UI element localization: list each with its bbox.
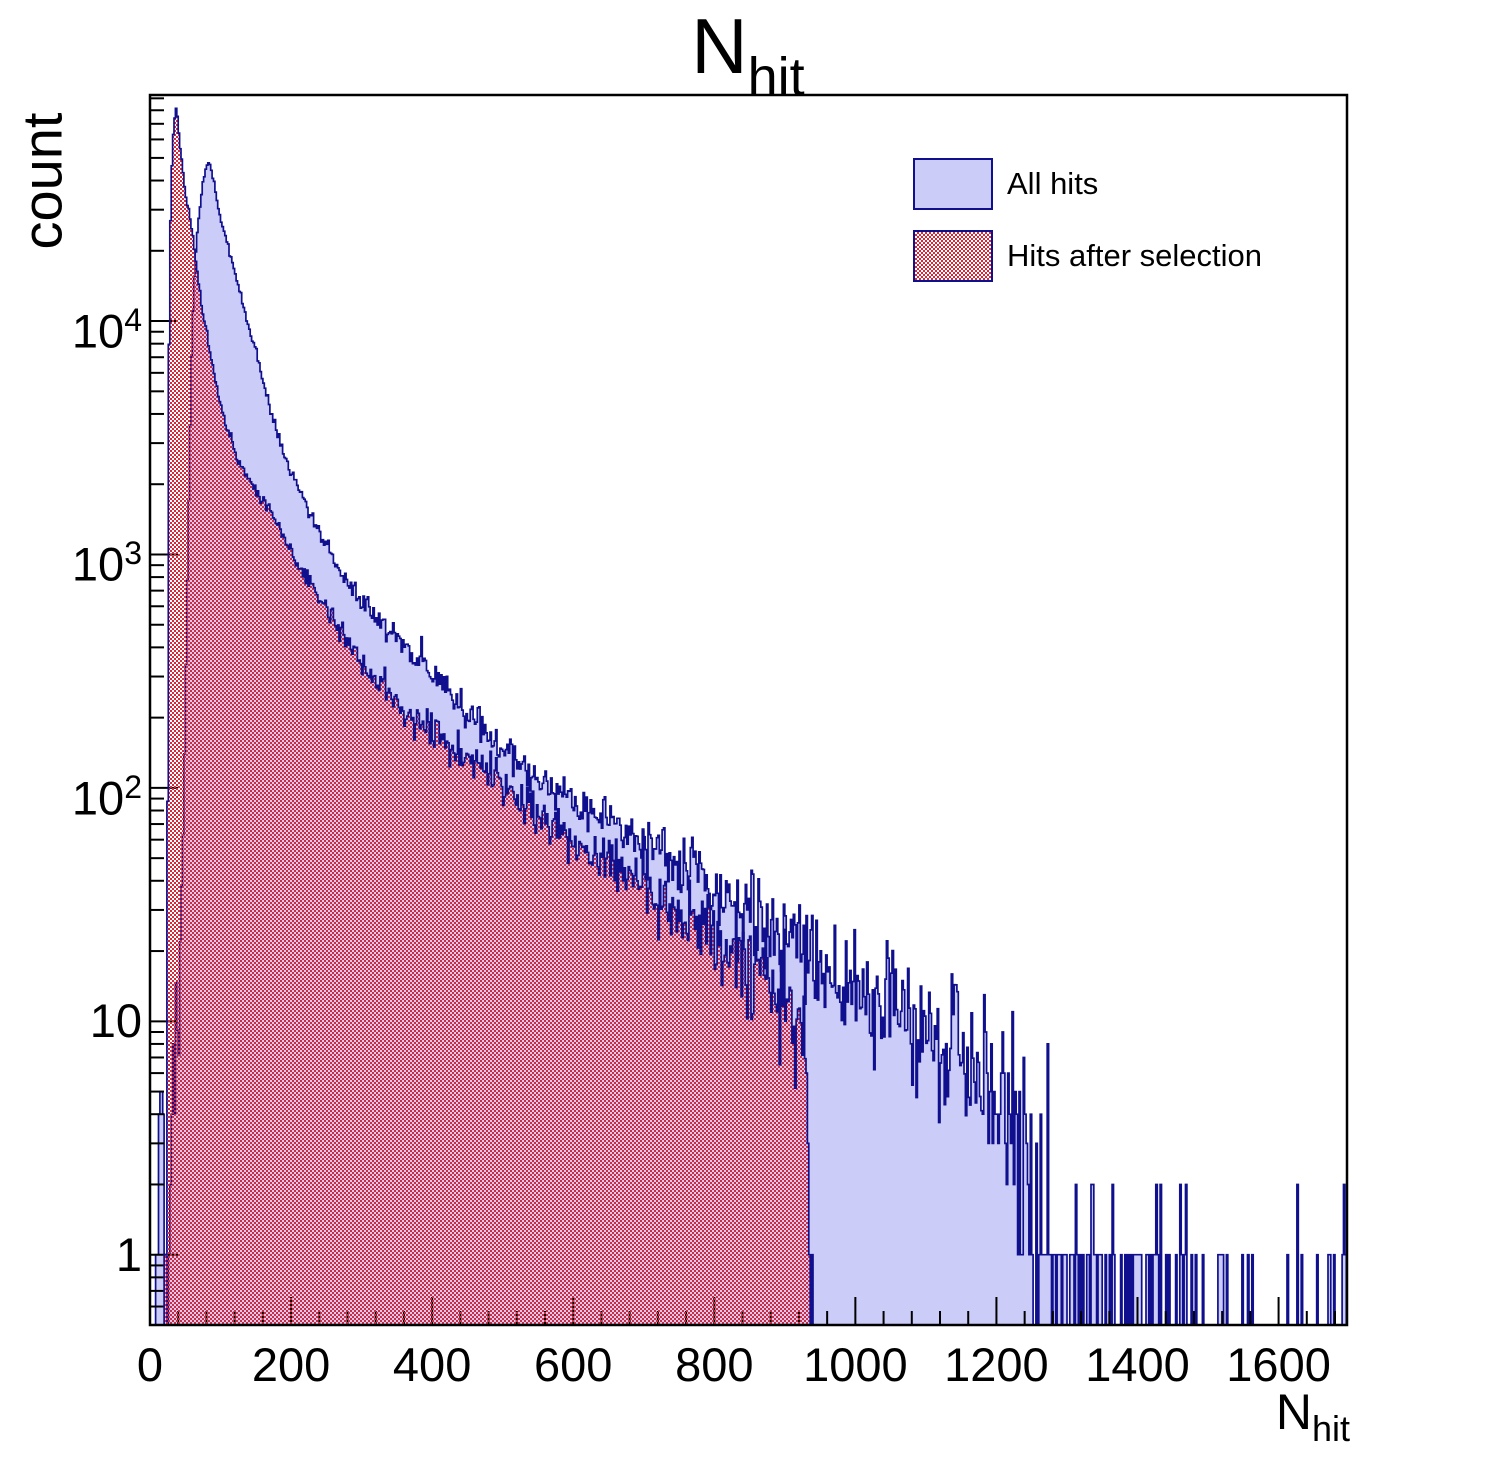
legend-label-hits-after-selection: Hits after selection [1007, 238, 1262, 273]
y-tick-label: 104 [71, 302, 142, 358]
x-tick-label: 1600 [1226, 1338, 1331, 1391]
x-tick-label: 400 [392, 1338, 472, 1391]
legend-swatch-hits-after-selection [913, 230, 993, 282]
plot-frame [148, 93, 1349, 1327]
x-tick-label: 600 [533, 1338, 613, 1391]
x-axis-title: Nhit [1276, 1383, 1350, 1450]
legend-swatch-all-hits [913, 158, 993, 210]
x-tick-label: 1200 [944, 1338, 1049, 1391]
x-tick-label: 1400 [1085, 1338, 1190, 1391]
legend-label-all-hits: All hits [1007, 166, 1099, 201]
x-tick-label: 200 [251, 1338, 331, 1391]
plot-title: Nhit [0, 6, 1496, 117]
y-tick-label: 1 [115, 1227, 142, 1281]
x-tick-label: 800 [675, 1338, 754, 1391]
x-tick-label: 0 [136, 1338, 164, 1391]
x-axis-title-subscript: hit [1311, 1408, 1350, 1449]
plot-title-subscript: hit [747, 47, 805, 107]
x-axis-title-main: N [1275, 1384, 1312, 1440]
plot-title-main: N [691, 2, 748, 90]
y-axis-title: count [10, 112, 74, 250]
y-tick-label: 102 [71, 768, 142, 825]
y-tick-label: 103 [71, 535, 142, 592]
x-tick-label: 1000 [803, 1338, 908, 1391]
series-hits-after-selection [150, 107, 815, 1326]
y-tick-label: 10 [89, 994, 142, 1048]
